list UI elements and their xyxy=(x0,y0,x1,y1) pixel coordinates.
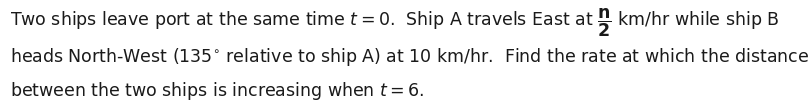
Text: between the two ships is increasing when $t = 6$.: between the two ships is increasing when… xyxy=(10,80,424,102)
Text: heads North-West (135$^{\circ}$ relative to ship A) at 10 km/hr.  Find the rate : heads North-West (135$^{\circ}$ relative… xyxy=(10,46,809,68)
Text: Two ships leave port at the same time $t = 0$.  Ship A travels East at $\dfrac{\: Two ships leave port at the same time $t… xyxy=(10,6,779,39)
